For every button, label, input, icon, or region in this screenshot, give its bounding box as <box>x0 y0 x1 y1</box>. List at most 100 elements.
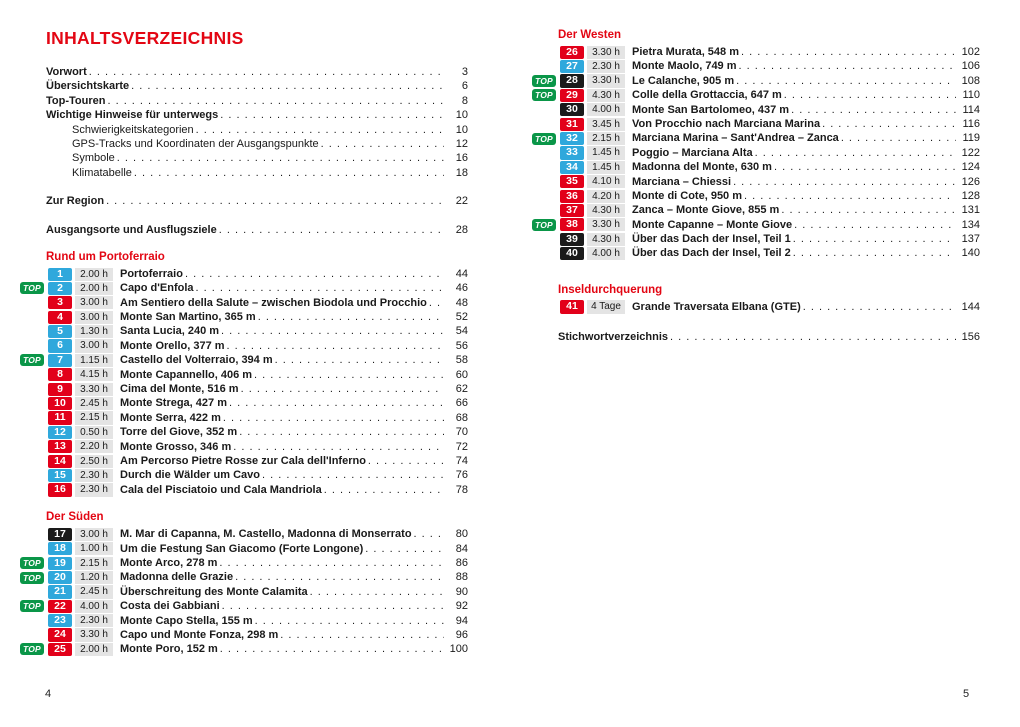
tour-title: Portoferraio <box>120 267 183 280</box>
dot-leader <box>235 570 444 584</box>
tour-page-number: 137 <box>961 233 980 246</box>
tour-duration: 4.30 h <box>587 88 625 102</box>
dot-leader <box>781 203 956 217</box>
tour-duration: 4.30 h <box>587 232 625 246</box>
dot-leader <box>280 628 444 642</box>
tour-page-number: 72 <box>455 440 468 453</box>
tour-number-badge: 15 <box>48 468 72 483</box>
section-portoferraio: Rund um Portoferraio TOP 1 2.00 h Portof… <box>20 250 468 497</box>
front-matter-page-number: 8 <box>461 94 468 107</box>
dot-leader <box>117 151 444 165</box>
tour-row: TOP 26 3.30 h Pietra Murata, 548 m 102 <box>532 45 980 59</box>
top-slot: TOP <box>20 340 48 352</box>
tour-duration: 1.30 h <box>75 325 113 339</box>
tour-row: TOP 40 4.00 h Über das Dach der Insel, T… <box>532 246 980 261</box>
tour-duration: 4.15 h <box>75 368 113 382</box>
tour-row: TOP 27 2.30 h Monte Maolo, 749 m 106 <box>532 59 980 74</box>
top-slot: TOP <box>20 398 48 410</box>
tour-title: Durch die Wälder um Cavo <box>120 469 260 482</box>
section-heading: Der Westen <box>558 29 622 41</box>
top-slot: TOP <box>20 455 48 467</box>
top-slot: TOP <box>532 61 560 73</box>
tour-row: TOP 25 2.00 h Monte Poro, 152 m 100 <box>20 642 468 657</box>
tour-title: Colle della Grottaccia, 647 m <box>632 89 782 102</box>
dot-leader <box>223 411 444 425</box>
top-slot: TOP <box>20 268 48 280</box>
tour-row: TOP 36 4.20 h Monte di Cote, 950 m 128 <box>532 189 980 203</box>
dot-leader <box>784 88 956 102</box>
tour-title: Am Percorso Pietre Rosse zur Cala dell'I… <box>120 454 366 467</box>
tour-page-number: 96 <box>455 628 468 641</box>
front-matter-row: Ausgangsorte und Ausflugsziele 28 <box>46 223 468 237</box>
tour-number-badge: 34 <box>560 160 584 174</box>
front-matter-row: Klimatabelle 18 <box>72 166 468 180</box>
tour-number-badge: 16 <box>48 483 72 497</box>
tour-number-badge: 6 <box>48 339 72 353</box>
tour-page-number: 128 <box>961 189 980 202</box>
tour-number-badge: 28 <box>560 74 584 88</box>
tour-title: Über das Dach der Insel, Teil 1 <box>632 233 791 246</box>
dot-leader <box>239 425 444 439</box>
dot-leader <box>739 59 956 73</box>
front-matter-list: Vorwort 3 Übersichtskarte 6 Top-Touren 8… <box>20 65 468 237</box>
tour-number-badge: 18 <box>48 542 72 556</box>
tour-row: TOP 13 2.20 h Monte Grosso, 346 m 72 <box>20 440 468 454</box>
dot-leader <box>196 281 444 295</box>
tour-row: TOP 3 3.00 h Am Sentiero della Salute – … <box>20 296 468 310</box>
dot-leader <box>241 382 444 396</box>
top-slot: TOP <box>20 470 48 482</box>
tour-number-badge: 20 <box>48 570 72 585</box>
top-badge: TOP <box>20 600 44 613</box>
tour-row: TOP 11 2.15 h Monte Serra, 422 m 68 <box>20 411 468 425</box>
tour-list: TOP 41 4 Tage Grande Traversata Elbana (… <box>532 300 980 314</box>
tour-number-badge: 33 <box>560 146 584 160</box>
front-matter-row: Zur Region 22 <box>46 194 468 208</box>
tour-duration: 4.00 h <box>75 599 113 613</box>
dot-leader <box>414 527 444 541</box>
tour-duration: 4.10 h <box>587 175 625 189</box>
page-number-left: 4 <box>45 688 52 700</box>
tour-page-number: 46 <box>455 282 468 295</box>
top-slot: TOP <box>532 218 560 231</box>
dot-leader <box>736 74 956 88</box>
tour-title: Monte Capanne – Monte Giove <box>632 218 793 231</box>
front-matter-row: Übersichtskarte 6 <box>46 79 468 93</box>
tour-page-number: 48 <box>455 296 468 309</box>
tour-duration: 1.00 h <box>75 542 113 556</box>
tour-row: TOP 5 1.30 h Santa Lucia, 240 m 54 <box>20 324 468 339</box>
tour-number-badge: 36 <box>560 189 584 203</box>
tour-title: Monte di Cote, 950 m <box>632 189 743 202</box>
tour-page-number: 124 <box>961 161 980 174</box>
top-slot: TOP <box>532 147 560 159</box>
tour-title: Poggio – Marciana Alta <box>632 146 753 159</box>
front-matter-label: Wichtige Hinweise für unterwegs <box>46 109 219 122</box>
tour-duration: 4.30 h <box>587 203 625 218</box>
tour-row: TOP 35 4.10 h Marciana – Chiessi 126 <box>532 175 980 189</box>
front-matter-page-number: 6 <box>461 80 468 93</box>
dot-leader <box>803 300 956 314</box>
tour-duration: 2.30 h <box>75 614 113 628</box>
front-matter-page-number: 3 <box>461 66 468 78</box>
dot-leader <box>185 267 444 281</box>
section-heading: Inseldurchquerung <box>558 283 663 296</box>
tour-page-number: 56 <box>455 339 468 352</box>
top-slot: TOP <box>532 233 560 245</box>
tour-duration: 1.45 h <box>587 146 625 160</box>
tour-row: TOP 18 1.00 h Um die Festung San Giacomo… <box>20 542 468 556</box>
tour-page-number: 94 <box>455 614 468 627</box>
tour-page-number: 140 <box>961 247 980 260</box>
tour-duration: 2.15 h <box>75 556 113 570</box>
tour-number-badge: 7 <box>48 353 72 368</box>
page-title: INHALTSVERZEICHNIS <box>46 28 244 48</box>
front-matter-page-number: 16 <box>455 152 468 165</box>
tour-page-number: 66 <box>455 397 468 410</box>
tour-number-badge: 27 <box>560 59 584 74</box>
tour-row: TOP 24 3.30 h Capo und Monte Fonza, 298 … <box>20 628 468 642</box>
tour-row: TOP 4 3.00 h Monte San Martino, 365 m 52 <box>20 310 468 324</box>
dot-leader <box>733 175 956 189</box>
tour-page-number: 102 <box>961 46 980 58</box>
tour-title: Castello del Volterraio, 394 m <box>120 354 273 367</box>
dot-leader <box>220 642 444 656</box>
top-badge: TOP <box>20 354 44 367</box>
dot-leader <box>324 483 444 497</box>
